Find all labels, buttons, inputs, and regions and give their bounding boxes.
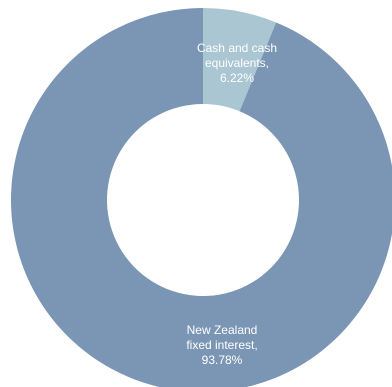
- slice-labels: Cash and cash equivalents, 6.22% New Zealan…: [186, 41, 277, 367]
- slice-label-line: 6.22%: [220, 71, 254, 85]
- donut-slice-2: [11, 8, 392, 387]
- donut-slices: [11, 8, 392, 387]
- slice-label-line: equivalents,: [205, 56, 269, 70]
- donut-slice-1: [203, 8, 277, 112]
- slice-label-2: New Zealand fixed interest, 93.78%: [186, 323, 257, 367]
- slice-label-1: Cash and cash equivalents, 6.22%: [197, 41, 277, 85]
- slice-label-line: Cash and cash: [197, 41, 277, 55]
- slice-label-line: fixed interest,: [186, 338, 257, 352]
- slice-label-line: 93.78%: [202, 353, 243, 367]
- slice-label-line: New Zealand: [187, 323, 258, 337]
